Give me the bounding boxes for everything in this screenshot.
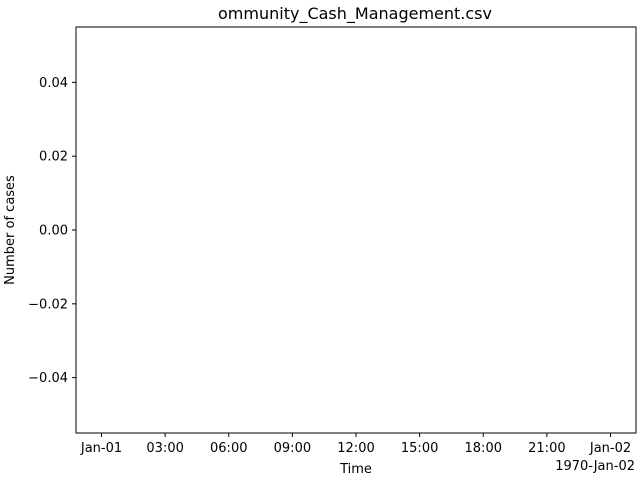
x-tick-label: 21:00 bbox=[528, 441, 565, 456]
x-tick-label: 12:00 bbox=[337, 441, 374, 456]
x-tick-label: 15:00 bbox=[401, 441, 438, 456]
x-tick-label: 18:00 bbox=[465, 441, 502, 456]
y-tick-label: −0.04 bbox=[28, 371, 68, 386]
x-tick-label: Jan-02 bbox=[589, 441, 631, 456]
y-tick-label: 0.00 bbox=[39, 224, 68, 239]
chart-title: ommunity_Cash_Management.csv bbox=[218, 4, 492, 24]
x-tick-label: Jan-01 bbox=[80, 441, 122, 456]
y-axis-label: Number of cases bbox=[3, 175, 18, 285]
x-axis: Jan-01 03:00 06:00 09:00 12:00 15:00 18:00 21:0… bbox=[80, 433, 631, 456]
x-tick-label: 09:00 bbox=[274, 441, 311, 456]
x-tick-label: 06:00 bbox=[210, 441, 247, 456]
y-axis: 0.04 0.02 0.00 −0.02 −0.04 bbox=[28, 76, 76, 386]
x-axis-offset-label: 1970-Jan-02 bbox=[555, 459, 635, 474]
y-tick-label: −0.02 bbox=[28, 297, 68, 312]
y-tick-label: 0.02 bbox=[39, 150, 68, 165]
x-tick-label: 03:00 bbox=[146, 441, 183, 456]
x-axis-label: Time bbox=[339, 462, 372, 477]
plot-area bbox=[75, 26, 637, 434]
y-tick-label: 0.04 bbox=[39, 76, 68, 91]
